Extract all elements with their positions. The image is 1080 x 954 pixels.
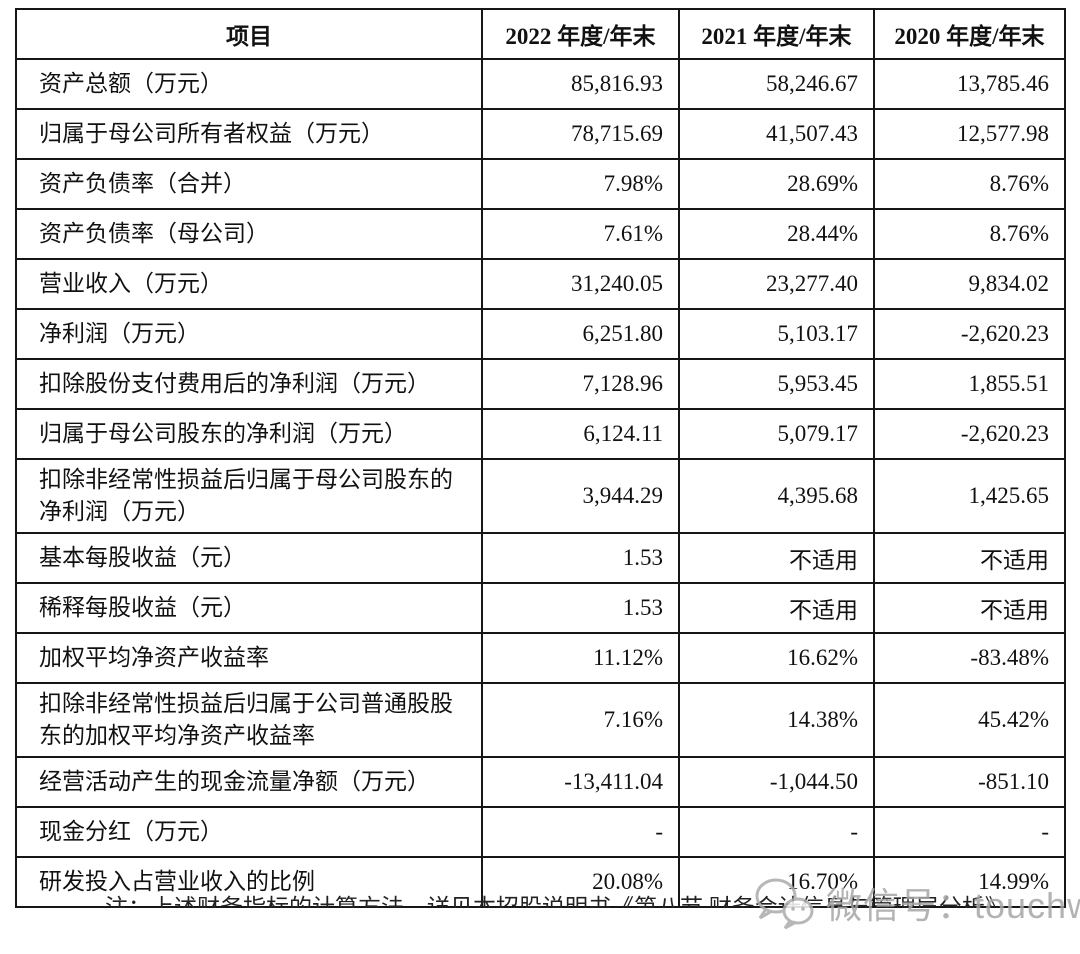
value-cell-2020: 12,577.98 <box>873 108 1066 160</box>
value-cell-2022: 20.08% <box>481 856 680 908</box>
footnote-clipped: 注：上述财务指标的计算方法，详见本招股说明书《第八节 财务会计信息与管理层分析》 <box>105 895 1008 908</box>
value-cell-2020: 1,855.51 <box>873 358 1066 410</box>
table-row: 经营活动产生的现金流量净额（万元） -13,411.04 -1,044.50 -… <box>15 756 1066 808</box>
value-cell-2020: -2,620.23 <box>873 308 1066 360</box>
col-header-item: 项目 <box>15 8 483 60</box>
value-cell-2020: -83.48% <box>873 632 1066 684</box>
row-label-cell: 归属于母公司所有者权益（万元） <box>15 108 483 160</box>
value-cell-2021: 41,507.43 <box>678 108 875 160</box>
table-row: 稀释每股收益（元） 1.53 不适用 不适用 <box>15 582 1066 634</box>
value-cell-2021: 23,277.40 <box>678 258 875 310</box>
table-row: 扣除非经常性损益后归属于公司普通股股东的加权平均净资产收益率 7.16% 14.… <box>15 682 1066 758</box>
row-label-cell: 扣除非经常性损益后归属于公司普通股股东的加权平均净资产收益率 <box>15 682 483 758</box>
value-cell-2020: -2,620.23 <box>873 408 1066 460</box>
value-cell-2020: 14.99% <box>873 856 1066 908</box>
value-cell-2022: 6,124.11 <box>481 408 680 460</box>
value-cell-2022: 7.61% <box>481 208 680 260</box>
value-cell-2020: 13,785.46 <box>873 58 1066 110</box>
value-cell-2021: 5,103.17 <box>678 308 875 360</box>
table-row: 归属于母公司所有者权益（万元） 78,715.69 41,507.43 12,5… <box>15 108 1066 160</box>
value-cell-2020: 8.76% <box>873 208 1066 260</box>
row-label-cell: 扣除股份支付费用后的净利润（万元） <box>15 358 483 410</box>
table-row: 净利润（万元） 6,251.80 5,103.17 -2,620.23 <box>15 308 1066 360</box>
value-cell-2022: 85,816.93 <box>481 58 680 110</box>
value-cell-2021: 不适用 <box>678 582 875 634</box>
table-row: 营业收入（万元） 31,240.05 23,277.40 9,834.02 <box>15 258 1066 310</box>
value-cell-2021: 28.69% <box>678 158 875 210</box>
table-row: 资产负债率（母公司） 7.61% 28.44% 8.76% <box>15 208 1066 260</box>
table-row: 归属于母公司股东的净利润（万元） 6,124.11 5,079.17 -2,62… <box>15 408 1066 460</box>
value-cell-2021: 16.70% <box>678 856 875 908</box>
watermark: 微信号：touchweb <box>752 874 1080 932</box>
row-label-cell: 营业收入（万元） <box>15 258 483 310</box>
row-label-cell: 资产负债率（合并） <box>15 158 483 210</box>
table-row: 扣除股份支付费用后的净利润（万元） 7,128.96 5,953.45 1,85… <box>15 358 1066 410</box>
value-cell-2021: 不适用 <box>678 532 875 584</box>
value-cell-2020: 8.76% <box>873 158 1066 210</box>
row-label-cell: 净利润（万元） <box>15 308 483 360</box>
value-cell-2021: 58,246.67 <box>678 58 875 110</box>
col-header-2020: 2020 年度/年末 <box>873 8 1066 60</box>
value-cell-2022: 1.53 <box>481 532 680 584</box>
table-row: 扣除非经常性损益后归属于母公司股东的净利润（万元） 3,944.29 4,395… <box>15 458 1066 534</box>
value-cell-2022: 6,251.80 <box>481 308 680 360</box>
value-cell-2020: 不适用 <box>873 582 1066 634</box>
value-cell-2021: 5,079.17 <box>678 408 875 460</box>
row-label-cell: 稀释每股收益（元） <box>15 582 483 634</box>
value-cell-2022: 31,240.05 <box>481 258 680 310</box>
row-label-cell: 归属于母公司股东的净利润（万元） <box>15 408 483 460</box>
col-header-2021: 2021 年度/年末 <box>678 8 875 60</box>
row-label-cell: 资产总额（万元） <box>15 58 483 110</box>
row-label-cell: 研发投入占营业收入的比例 <box>15 856 483 908</box>
value-cell-2022: -13,411.04 <box>481 756 680 808</box>
table-row: 研发投入占营业收入的比例 20.08% 16.70% 14.99% <box>15 856 1066 908</box>
row-label-cell: 资产负债率（母公司） <box>15 208 483 260</box>
wechat-icon <box>752 874 818 932</box>
value-cell-2022: - <box>481 806 680 858</box>
table-row: 加权平均净资产收益率 11.12% 16.62% -83.48% <box>15 632 1066 684</box>
table-row: 资产负债率（合并） 7.98% 28.69% 8.76% <box>15 158 1066 210</box>
watermark-text: 微信号：touchweb <box>826 885 1080 926</box>
value-cell-2021: - <box>678 806 875 858</box>
row-label-cell: 现金分红（万元） <box>15 806 483 858</box>
value-cell-2022: 78,715.69 <box>481 108 680 160</box>
col-header-2022: 2022 年度/年末 <box>481 8 680 60</box>
value-cell-2022: 7,128.96 <box>481 358 680 410</box>
row-label-cell: 扣除非经常性损益后归属于母公司股东的净利润（万元） <box>15 458 483 534</box>
value-cell-2021: 4,395.68 <box>678 458 875 534</box>
value-cell-2021: 5,953.45 <box>678 358 875 410</box>
row-label-cell: 经营活动产生的现金流量净额（万元） <box>15 756 483 808</box>
table-row: 资产总额（万元） 85,816.93 58,246.67 13,785.46 <box>15 58 1066 110</box>
table-header-row: 项目 2022 年度/年末 2021 年度/年末 2020 年度/年末 <box>15 8 1066 60</box>
value-cell-2022: 1.53 <box>481 582 680 634</box>
row-label-cell: 加权平均净资产收益率 <box>15 632 483 684</box>
value-cell-2020: 不适用 <box>873 532 1066 584</box>
value-cell-2020: 45.42% <box>873 682 1066 758</box>
value-cell-2022: 3,944.29 <box>481 458 680 534</box>
value-cell-2021: 14.38% <box>678 682 875 758</box>
value-cell-2022: 7.98% <box>481 158 680 210</box>
row-label-cell: 基本每股收益（元） <box>15 532 483 584</box>
value-cell-2020: - <box>873 806 1066 858</box>
value-cell-2020: -851.10 <box>873 756 1066 808</box>
value-cell-2021: -1,044.50 <box>678 756 875 808</box>
value-cell-2021: 28.44% <box>678 208 875 260</box>
value-cell-2020: 9,834.02 <box>873 258 1066 310</box>
value-cell-2022: 11.12% <box>481 632 680 684</box>
financial-indicators-table: 项目 2022 年度/年末 2021 年度/年末 2020 年度/年末 资产总额… <box>15 8 1066 908</box>
table-row: 基本每股收益（元） 1.53 不适用 不适用 <box>15 532 1066 584</box>
value-cell-2022: 7.16% <box>481 682 680 758</box>
value-cell-2021: 16.62% <box>678 632 875 684</box>
table-row: 现金分红（万元） - - - <box>15 806 1066 858</box>
value-cell-2020: 1,425.65 <box>873 458 1066 534</box>
